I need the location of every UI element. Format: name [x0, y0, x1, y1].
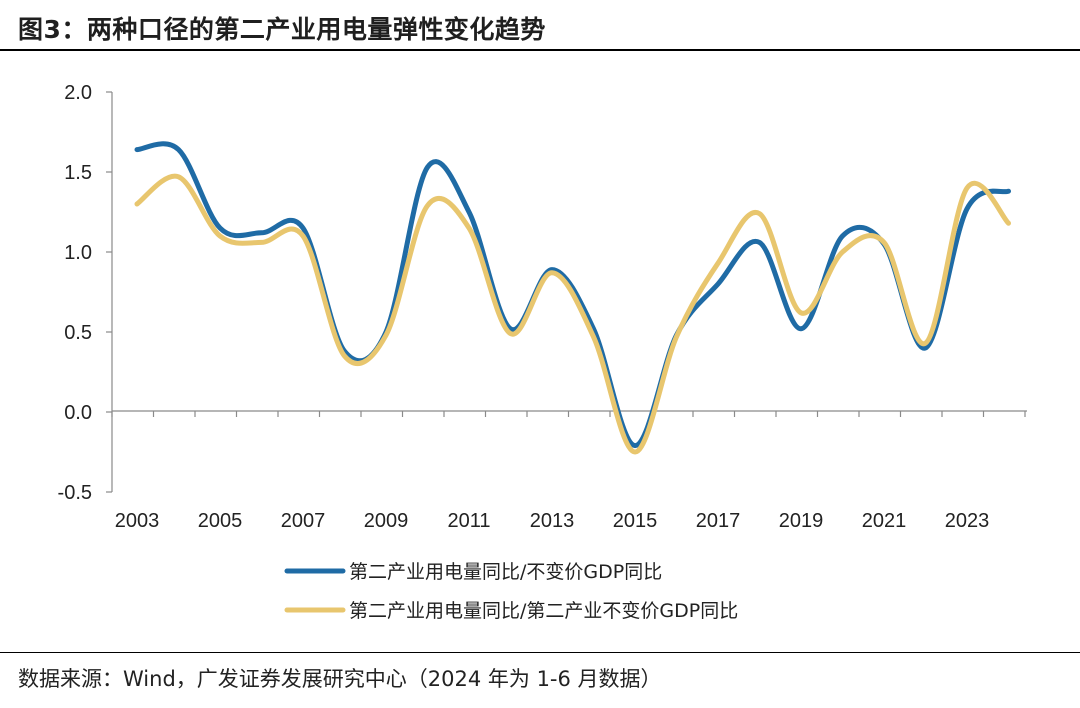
series-layer	[134, 141, 1011, 455]
y-tick-label: -0.5	[58, 482, 92, 504]
y-tick-label: 0.5	[64, 322, 92, 344]
y-tick-label: 1.5	[64, 162, 92, 184]
series-line-2	[134, 173, 1011, 455]
x-tick-label: 2021	[862, 510, 907, 532]
x-tick-label: 2013	[530, 510, 575, 532]
x-tick-label: 2007	[281, 510, 326, 532]
legend-label-1: 第二产业用电量同比/不变价GDP同比	[349, 561, 662, 583]
axes: -0.5 0.0 0.5 1.0 1.5 2.0 2003 2005 2007 2009 2011 2…	[58, 82, 1027, 532]
title-divider	[0, 49, 1080, 51]
chart-title: 图3：两种口径的第二产业用电量弹性变化趋势	[18, 15, 546, 44]
x-tick-label: 2005	[198, 510, 243, 532]
x-tick-label: 2017	[696, 510, 741, 532]
x-tick-label: 2023	[945, 510, 990, 532]
source-note: 数据来源：Wind，广发证券发展研究中心（2024 年为 1-6 月数据）	[18, 667, 662, 691]
footer-divider	[0, 652, 1080, 653]
x-tick-label: 2019	[779, 510, 824, 532]
x-tick-label: 2011	[447, 510, 490, 532]
y-tick-label: 2.0	[64, 82, 92, 104]
y-tick-label: 1.0	[64, 242, 92, 264]
x-tick-label: 2009	[364, 510, 409, 532]
y-tick-label: 0.0	[64, 402, 92, 424]
legend-label-2: 第二产业用电量同比/第二产业不变价GDP同比	[349, 600, 738, 622]
x-tick-label: 2003	[115, 510, 160, 532]
series-line-1	[134, 141, 1011, 449]
x-tick-label: 2015	[613, 510, 658, 532]
